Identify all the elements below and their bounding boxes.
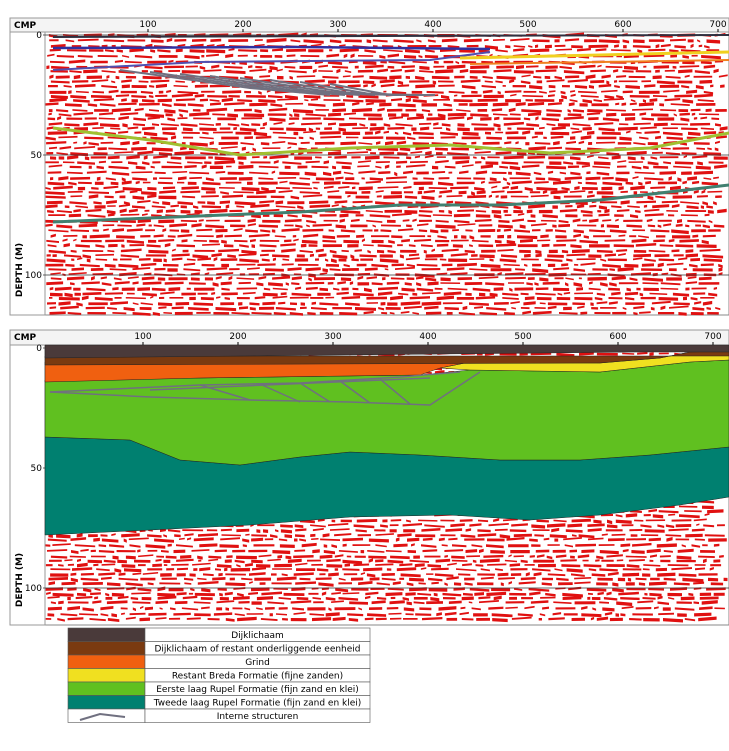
y-tick-label: 50 bbox=[31, 464, 43, 474]
legend-swatch bbox=[68, 682, 145, 696]
legend-label: Restant Breda Formatie (fijne zanden) bbox=[172, 672, 343, 682]
axis-title: CMP bbox=[14, 333, 37, 343]
x-tick-label: 400 bbox=[419, 332, 436, 342]
x-tick-label: 500 bbox=[519, 20, 536, 30]
x-tick-label: 600 bbox=[609, 332, 626, 342]
x-tick-label: 100 bbox=[139, 20, 156, 30]
legend-swatch bbox=[68, 642, 145, 656]
legend-swatch bbox=[68, 628, 145, 642]
legend-swatch bbox=[68, 696, 145, 710]
x-tick-label: 700 bbox=[704, 332, 721, 342]
y-tick-label: 100 bbox=[25, 584, 42, 594]
legend-label: Dijklichaam of restant onderliggende een… bbox=[154, 645, 360, 655]
x-tick-label: 200 bbox=[234, 20, 251, 30]
figure: CMP100200300400500600700050100DEPTH (M)C… bbox=[0, 0, 729, 747]
x-tick-label: 500 bbox=[514, 332, 531, 342]
x-tick-label: 400 bbox=[424, 20, 441, 30]
y-tick-label: 0 bbox=[36, 344, 42, 354]
legend-label: Eerste laag Rupel Formatie (fijn zand en… bbox=[156, 685, 359, 695]
y-title: DEPTH (M) bbox=[15, 553, 25, 607]
x-tick-label: 200 bbox=[229, 332, 246, 342]
y-title: DEPTH (M) bbox=[15, 243, 25, 297]
x-tick-label: 100 bbox=[134, 332, 151, 342]
x-tick-label: 300 bbox=[329, 20, 346, 30]
y-tick-label: 100 bbox=[25, 271, 42, 281]
legend-label: Tweede laag Rupel Formatie (fijn zand en… bbox=[153, 699, 362, 709]
legend-swatch bbox=[68, 655, 145, 669]
y-tick-label: 50 bbox=[31, 151, 43, 161]
y-tick-label: 0 bbox=[36, 31, 42, 41]
legend-swatch bbox=[68, 669, 145, 683]
legend-label: Dijklichaam bbox=[231, 631, 284, 641]
x-tick-label: 600 bbox=[614, 20, 631, 30]
x-tick-label: 300 bbox=[324, 332, 341, 342]
axis-title: CMP bbox=[14, 21, 37, 31]
legend-label: Interne structuren bbox=[217, 712, 299, 722]
legend-label: Grind bbox=[245, 658, 270, 668]
x-tick-label: 700 bbox=[709, 20, 726, 30]
